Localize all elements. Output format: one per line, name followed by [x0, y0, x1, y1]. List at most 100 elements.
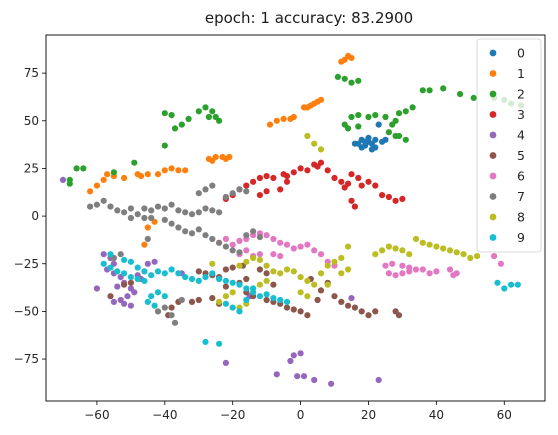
x-axis: −60 −40 −20 0 20 40 60 — [84, 401, 512, 422]
point-s2-2 — [348, 79, 355, 86]
point-s3-23 — [250, 178, 257, 185]
point-s1-26 — [144, 171, 151, 178]
point-s7-17 — [202, 205, 209, 212]
point-s7-49 — [144, 235, 151, 243]
point-s6-22 — [389, 260, 396, 267]
legend-label-6: 6 — [517, 169, 525, 184]
point-s5-39 — [243, 275, 250, 283]
point-s6-30 — [419, 266, 426, 273]
point-s8-10 — [283, 266, 291, 273]
point-s9-41 — [216, 340, 223, 347]
point-s6-17 — [311, 247, 318, 254]
point-s6-6 — [270, 235, 277, 243]
point-s9-31 — [141, 268, 148, 275]
x-tick-label-6: 60 — [497, 408, 512, 422]
point-s7-25 — [168, 220, 175, 227]
point-s4-1 — [100, 251, 107, 258]
point-s7-52 — [209, 182, 216, 189]
point-s8-44 — [297, 289, 304, 296]
series-1 — [87, 52, 355, 248]
point-s6-25 — [412, 266, 420, 273]
legend-label-8: 8 — [517, 210, 525, 225]
point-s6-23 — [399, 262, 406, 269]
point-s8-48 — [345, 243, 352, 250]
point-s2-30 — [345, 125, 352, 132]
point-s8-9 — [277, 270, 284, 277]
x-tick-label-4: 20 — [361, 408, 376, 422]
point-s3-33 — [348, 197, 355, 204]
point-s9-47 — [508, 281, 515, 288]
point-s9-26 — [277, 296, 284, 304]
point-s3-13 — [358, 182, 365, 189]
plot-frame — [45, 34, 546, 402]
point-s3-24 — [243, 182, 250, 189]
point-s3-17 — [385, 193, 392, 201]
point-s5-18 — [331, 293, 338, 300]
point-s4-28 — [328, 380, 335, 387]
point-s3-19 — [399, 195, 406, 202]
point-s2-11 — [205, 113, 212, 121]
point-s7-37 — [250, 228, 257, 235]
point-s1-29 — [121, 174, 128, 182]
point-s7-9 — [148, 207, 155, 214]
point-s9-48 — [514, 281, 521, 288]
point-s4-20 — [222, 359, 229, 366]
legend-marker-5 — [489, 152, 497, 159]
point-s7-43 — [171, 319, 179, 326]
point-s8-16 — [324, 262, 331, 269]
legend-label-5: 5 — [517, 148, 525, 163]
point-s3-2 — [297, 165, 304, 172]
point-s5-36 — [168, 304, 175, 311]
point-s8-34 — [467, 254, 474, 262]
legend-label-3: 3 — [517, 107, 525, 122]
point-s3-30 — [277, 186, 284, 193]
point-s9-21 — [243, 285, 250, 292]
point-s3-3 — [304, 167, 311, 174]
point-s6-11 — [304, 241, 311, 248]
point-s5-20 — [345, 302, 352, 309]
point-s1-21 — [161, 167, 168, 174]
point-s7-45 — [154, 308, 162, 315]
point-s9-9 — [161, 270, 168, 277]
point-s4-18 — [144, 260, 151, 267]
legend-marker-7 — [489, 193, 497, 200]
x-tick-label-5: 40 — [429, 408, 444, 422]
point-s3-9 — [338, 178, 345, 185]
point-s3-21 — [263, 173, 270, 180]
legend-marker-9 — [489, 234, 497, 241]
point-s9-29 — [127, 258, 134, 265]
point-s9-11 — [175, 270, 182, 277]
point-s5-4 — [222, 266, 229, 273]
series-9 — [100, 251, 521, 347]
point-s7-32 — [216, 239, 223, 246]
point-s8-38 — [216, 298, 223, 305]
point-s5-16 — [314, 296, 321, 304]
point-s6-18 — [317, 251, 325, 258]
point-s2-46 — [395, 132, 403, 140]
point-s8-6 — [256, 256, 263, 263]
point-s2-5 — [168, 112, 175, 119]
point-s4-27 — [311, 376, 318, 384]
point-s4-8 — [114, 283, 121, 290]
point-s7-19 — [216, 209, 223, 216]
point-s2-20 — [66, 176, 73, 183]
point-s0-7 — [351, 140, 358, 147]
point-s7-21 — [229, 190, 236, 197]
point-s5-5 — [229, 264, 236, 271]
point-s0-11 — [368, 146, 375, 153]
legend-marker-2 — [489, 90, 497, 98]
point-s8-45 — [304, 293, 311, 300]
point-s1-23 — [175, 167, 182, 174]
point-s5-23 — [365, 312, 372, 319]
point-s7-0 — [87, 203, 94, 210]
point-s3-28 — [263, 188, 270, 195]
legend-label-0: 0 — [517, 46, 525, 61]
x-tick-label-2: −20 — [220, 408, 245, 422]
point-s6-9 — [290, 245, 297, 252]
point-s9-5 — [134, 275, 141, 283]
legend-label-4: 4 — [517, 128, 525, 143]
point-s2-33 — [395, 110, 403, 117]
point-s2-8 — [209, 108, 216, 115]
point-s3-11 — [348, 171, 355, 178]
